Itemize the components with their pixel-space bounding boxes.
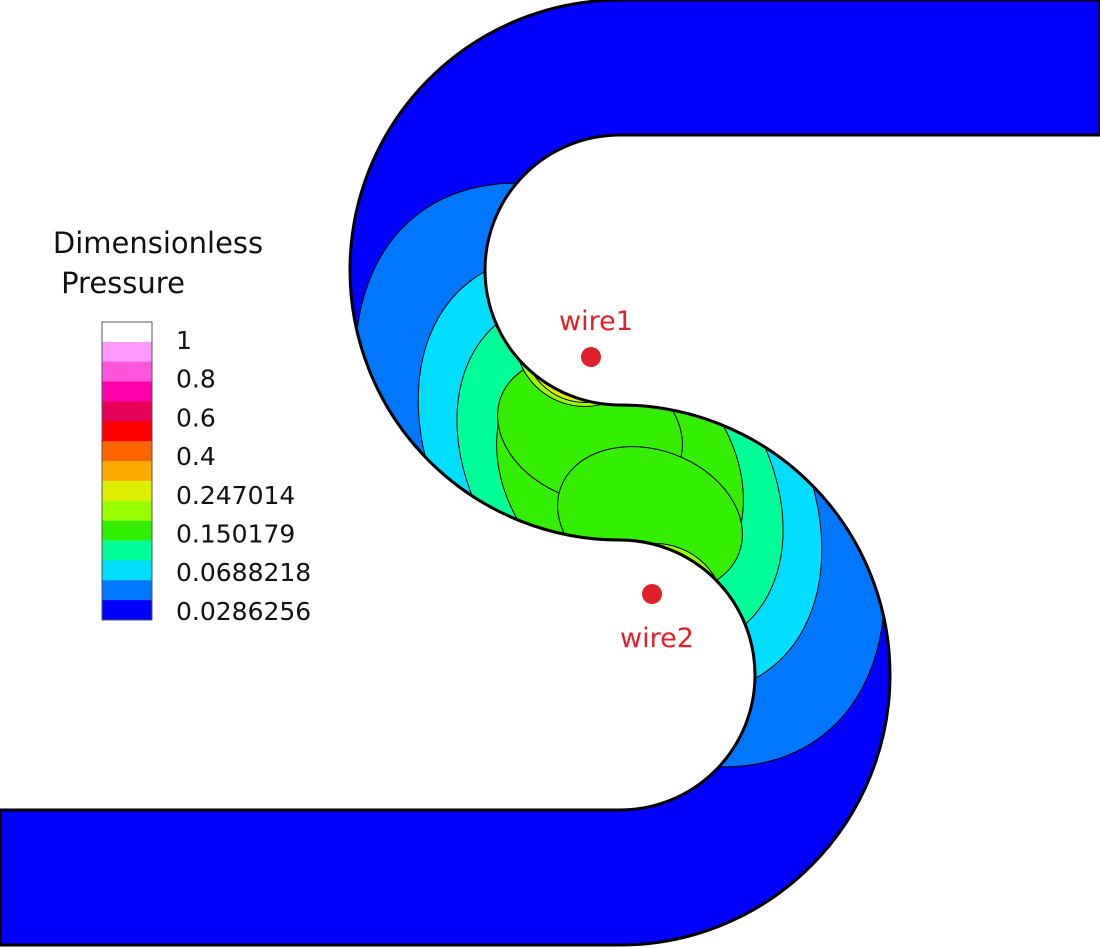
- legend-swatch: [102, 361, 152, 383]
- legend-label: 1: [176, 326, 192, 355]
- wire-label: wire2: [620, 623, 694, 654]
- legend: 1 0.8 0.6 0.4 0.247014 0.150179 0.0688218 0.028…: [101, 321, 311, 626]
- legend-label: 0.0286256: [176, 597, 311, 626]
- contour-band: [584, 543, 726, 684]
- legend-label: 0.150179: [176, 520, 295, 549]
- legend-swatch: [102, 600, 152, 621]
- legend-frame: [101, 321, 153, 621]
- legend-swatch: [102, 480, 152, 502]
- legend-swatch: [102, 520, 152, 542]
- legend-swatch: [102, 322, 152, 343]
- legend-label: 0.8: [176, 365, 216, 394]
- legend-swatch: [102, 441, 152, 462]
- legend-swatch: [102, 461, 152, 482]
- legend-label: 0.247014: [176, 481, 295, 510]
- legend-swatch: [102, 341, 152, 363]
- wire-marker: [642, 584, 662, 604]
- legend-label: 0.4: [176, 442, 216, 471]
- legend-swatch: [102, 401, 152, 422]
- wire-label: wire1: [559, 306, 633, 337]
- legend-title: Dimensionless: [53, 226, 263, 260]
- legend-swatch: [102, 381, 152, 402]
- legend-swatch: [102, 560, 152, 581]
- legend-label: 0.6: [176, 403, 216, 432]
- legend-title: Pressure: [61, 266, 185, 300]
- contour-band: [523, 279, 647, 403]
- legend-swatch: [102, 500, 152, 522]
- legend-label: 0.0688218: [176, 558, 311, 587]
- legend-swatch: [102, 421, 152, 442]
- legend-swatch: [102, 580, 152, 601]
- legend-swatch: [102, 540, 152, 561]
- wire-marker: [581, 347, 601, 367]
